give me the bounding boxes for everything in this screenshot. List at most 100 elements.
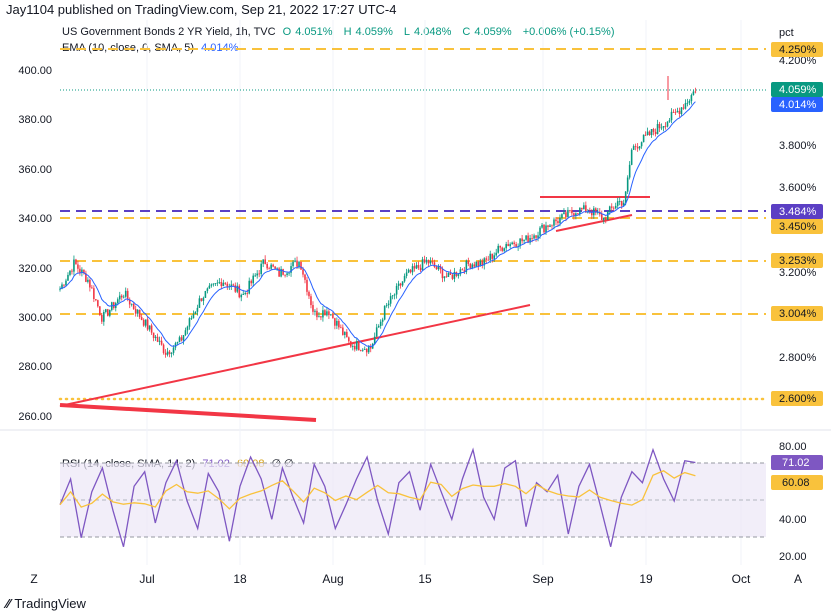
- candle-body: [128, 299, 131, 305]
- candle-body: [525, 235, 527, 240]
- candle-body: [160, 340, 163, 345]
- left-tick: 300.00: [18, 312, 52, 324]
- badge-4250: [771, 42, 823, 57]
- candle-body: [652, 129, 655, 132]
- candle-body: [644, 134, 647, 136]
- candle-body: [138, 309, 141, 318]
- candle-body: [403, 275, 406, 282]
- candle-body: [310, 296, 312, 306]
- candle-body: [553, 219, 555, 226]
- candle-body: [577, 213, 579, 215]
- candle-body: [324, 310, 326, 316]
- candle-body: [457, 274, 460, 276]
- candle-body: [101, 315, 103, 322]
- ohlc-open: O 4.051%: [283, 26, 337, 38]
- support-trendline[interactable]: [555, 214, 633, 232]
- candle-body: [387, 303, 390, 306]
- footer-brand[interactable]: ⁄⁄ TradingView: [6, 596, 86, 611]
- badge-3484: [771, 204, 823, 219]
- candle-body: [616, 201, 619, 206]
- left-tick: 380.00: [18, 114, 52, 126]
- badge-last-text: 4.059%: [779, 84, 817, 96]
- candle-body: [405, 272, 408, 276]
- candle-body: [401, 281, 404, 286]
- candle-body: [686, 102, 689, 104]
- badge-3004-text: 3.004%: [779, 308, 817, 320]
- candle-body: [226, 283, 229, 287]
- symbol-title[interactable]: US Government Bonds 2 YR Yield, 1h, TVC: [62, 26, 276, 38]
- low-value: 4.048%: [414, 26, 452, 38]
- candle-body: [230, 284, 233, 287]
- candle-body: [348, 337, 350, 342]
- candle-body: [260, 263, 262, 274]
- candle-body: [292, 261, 294, 267]
- candle-body: [302, 269, 304, 275]
- x-tick: 19: [639, 572, 653, 586]
- candle-body: [419, 267, 422, 271]
- candle-body: [547, 225, 549, 228]
- candle-body: [417, 265, 420, 268]
- left-tick: 280.00: [18, 361, 52, 373]
- candle-body: [97, 300, 99, 307]
- open-label: O: [282, 26, 292, 38]
- candle-body: [316, 310, 318, 318]
- candle-body: [407, 269, 410, 273]
- candle-body: [443, 276, 446, 279]
- falling-trendline[interactable]: [59, 403, 317, 422]
- candle-body: [583, 205, 585, 210]
- candle-body: [192, 314, 195, 319]
- badge-2600: [771, 391, 823, 406]
- candle-body: [110, 302, 113, 311]
- candle-body: [595, 208, 597, 213]
- candle-body: [447, 272, 450, 277]
- candle-body: [602, 217, 605, 220]
- candle-body: [467, 260, 470, 264]
- candle-body: [491, 253, 494, 259]
- candle-body: [415, 265, 418, 269]
- candle-body: [618, 201, 621, 202]
- candle-body: [373, 336, 376, 344]
- time-axis[interactable]: Z Jul 18 Aug 15 Sep 19 Oct A: [30, 572, 802, 586]
- candle-body: [274, 266, 276, 269]
- candle-body: [118, 295, 121, 300]
- candle-body: [244, 292, 247, 294]
- candle-body: [236, 285, 239, 292]
- candle-body: [626, 177, 629, 192]
- candle-body: [336, 320, 338, 326]
- candle-body: [429, 261, 432, 264]
- candle-body: [164, 352, 167, 355]
- candle-body: [254, 275, 257, 277]
- candle-body: [107, 309, 109, 316]
- candle-body: [99, 306, 101, 316]
- candle-body: [668, 120, 671, 122]
- candle-body: [381, 319, 384, 322]
- left-tick: 320.00: [18, 263, 52, 275]
- candle-body: [268, 268, 270, 270]
- candle-body: [238, 285, 241, 298]
- candle-body: [346, 331, 348, 338]
- publisher-header: Jay1104 published on TradingView.com, Se…: [6, 2, 397, 17]
- ohlc-low: L 4.048%: [404, 26, 455, 38]
- high-value: 4.059%: [355, 26, 393, 38]
- candle-body: [148, 325, 151, 330]
- candle-body: [666, 121, 669, 127]
- candle-body: [59, 288, 61, 290]
- right-tick: 2.800%: [779, 352, 817, 364]
- candle-body: [77, 264, 79, 269]
- candle-body: [473, 264, 476, 267]
- candle-body: [654, 131, 657, 135]
- candle-body: [93, 288, 95, 300]
- ohlc-high: H 4.059%: [344, 26, 397, 38]
- candle-body: [272, 264, 274, 267]
- candle-body: [650, 129, 653, 136]
- candle-body: [511, 242, 513, 245]
- right-tick: 3.800%: [779, 140, 817, 152]
- rising-trendline[interactable]: [59, 304, 531, 407]
- candle-body: [660, 127, 663, 129]
- candle-body: [471, 264, 474, 269]
- candle-body: [465, 260, 468, 272]
- candle-body: [85, 273, 87, 282]
- candle-body: [579, 207, 581, 215]
- candle-body: [606, 211, 609, 221]
